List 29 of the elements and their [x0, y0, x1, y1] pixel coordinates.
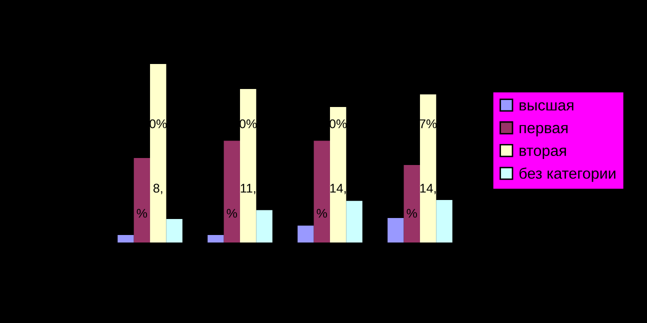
annotation: 8, [153, 184, 162, 194]
bar [134, 158, 150, 243]
bar [240, 89, 256, 243]
legend-label: первая [520, 124, 568, 136]
legend-label: без категории [520, 167, 616, 182]
bar [166, 219, 182, 243]
annotation: 14, [330, 184, 346, 194]
bar [314, 140, 330, 243]
bar [224, 140, 240, 243]
bar [330, 106, 346, 243]
legend-label: высшая [520, 102, 574, 111]
bar [404, 164, 420, 243]
legend-label: вторая [520, 148, 566, 160]
annotation: % [406, 208, 417, 218]
annotation: % [226, 208, 238, 218]
annotation: % [316, 208, 328, 218]
bar [118, 234, 134, 243]
bar [208, 234, 224, 243]
annotation: % [136, 208, 148, 218]
bar [150, 64, 166, 243]
bar [346, 200, 362, 243]
bar [256, 210, 272, 243]
bar [436, 200, 452, 243]
bar [388, 218, 404, 243]
annotation: 0% [150, 119, 167, 128]
bar [298, 226, 314, 243]
annotation: 14, [420, 184, 436, 194]
bar [420, 94, 436, 243]
annotation: 11, [240, 184, 256, 194]
